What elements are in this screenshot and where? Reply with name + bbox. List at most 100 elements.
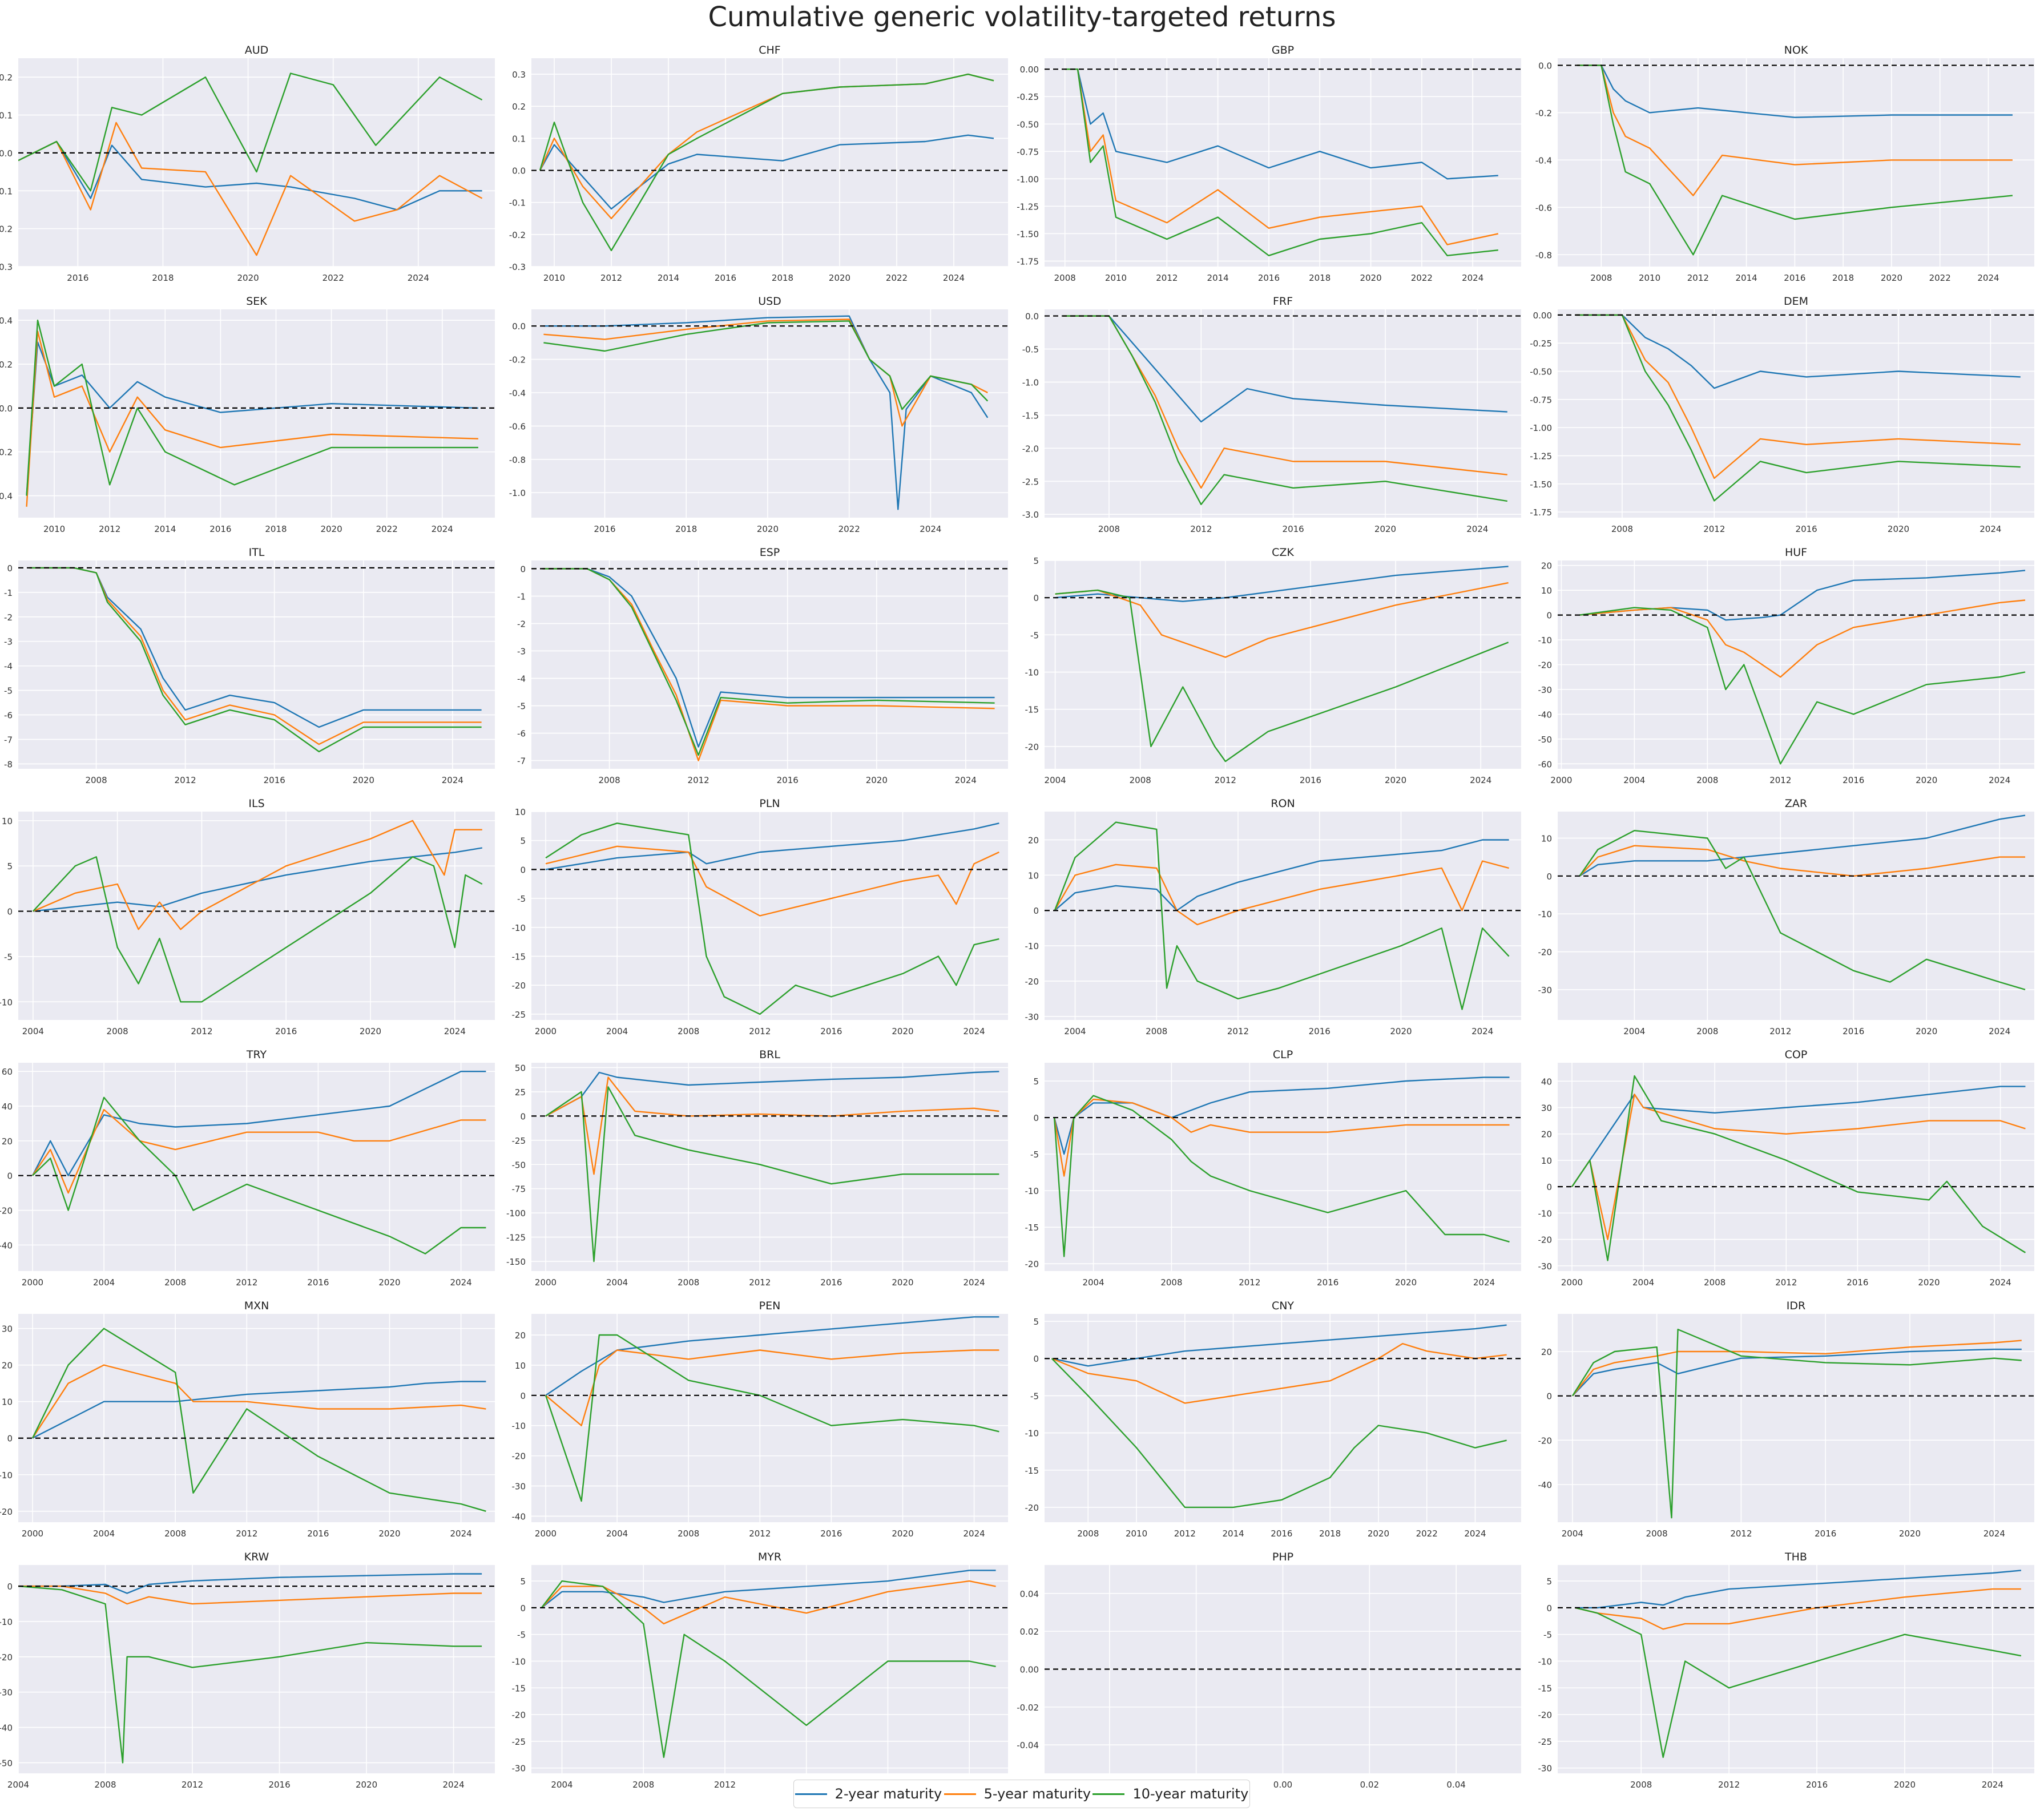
panel-itl: 0 -1 -2 -3 -4 -5 -6 -7 -8 2008 2012 2016 2020 2024 ITL — [4, 546, 495, 785]
panel-bg-clp — [1045, 1063, 1521, 1271]
xtick-label-usd: 2022 — [838, 524, 860, 534]
panel-huf: 20 10 0 -10 -20 -30 -40 -50 -60 2000 2004 2008 2012 2… — [1538, 546, 2034, 785]
xtick-label-pln: 2004 — [606, 1026, 628, 1036]
series-line-mxn-2y — [32, 1381, 486, 1439]
ytick-label-krw: -20 — [0, 1652, 13, 1663]
xtick-label-nok: 2014 — [1736, 273, 1757, 283]
panel-bg-myr — [531, 1565, 1008, 1773]
ytick-label-aud: -0.2 — [0, 224, 13, 235]
panel-dem: 0.00 -0.25 -0.50 -0.75 -1.00 -1.25 -1.50 -1.75 2… — [1530, 295, 2034, 534]
series-line-gbp-10y — [1065, 68, 1498, 256]
series-line-gbp-2y — [1065, 68, 1498, 180]
series-line-zar-5y — [1579, 845, 2025, 877]
panel-title-krw: KRW — [244, 1551, 269, 1563]
ytick-label-sek: 0.4 — [0, 316, 13, 326]
ytick-label-idr: -20 — [1538, 1435, 1553, 1446]
xtick-label-cny: 2024 — [1464, 1528, 1486, 1539]
ytick-label-idr: 20 — [1541, 1347, 1552, 1357]
panel-title-dem: DEM — [1784, 295, 1808, 308]
ytick-label-mxn: -10 — [0, 1470, 13, 1481]
xtick-label-itl: 2020 — [353, 775, 374, 785]
ytick-label-esp: -7 — [517, 756, 526, 767]
xtick-label-ils: 2012 — [191, 1026, 212, 1036]
ytick-label-thb: -20 — [1538, 1710, 1553, 1720]
ytick-label-usd: -1.0 — [509, 488, 526, 498]
series-line-cop-5y — [1571, 1094, 2026, 1240]
series-line-cny-10y — [1051, 1358, 1507, 1509]
xtick-label-cny: 2016 — [1271, 1528, 1292, 1539]
xtick-label-frf: 2008 — [1098, 524, 1120, 534]
ytick-label-gbp: -0.75 — [1017, 147, 1039, 157]
panel-title-ils: ILS — [248, 797, 264, 810]
ytick-label-brl: -150 — [506, 1257, 526, 1267]
xtick-label-krw: 2024 — [442, 1780, 464, 1790]
series-line-sek-10y — [26, 320, 478, 496]
ytick-label-frf: -2.5 — [1022, 477, 1039, 487]
xtick-label-ron: 2012 — [1227, 1026, 1249, 1036]
xtick-label-mxn: 2012 — [236, 1528, 257, 1539]
xtick-label-chf: 2018 — [772, 273, 793, 283]
ytick-label-mxn: 10 — [2, 1397, 13, 1407]
xtick-label-pln: 2016 — [820, 1026, 842, 1036]
ytick-label-esp: 0 — [520, 564, 526, 574]
ytick-label-cop: 0 — [1546, 1182, 1552, 1192]
xtick-label-cop: 2024 — [1989, 1277, 2011, 1288]
xtick-label-itl: 2008 — [85, 775, 107, 785]
series-line-pen-5y — [545, 1349, 999, 1426]
xtick-label-zar: 2016 — [1843, 1026, 1864, 1036]
panel-bg-ils — [18, 812, 495, 1020]
xtick-label-aud: 2020 — [237, 273, 259, 283]
ytick-label-clp: -20 — [1025, 1259, 1039, 1269]
ytick-label-esp: -5 — [517, 701, 526, 712]
xtick-label-ron: 2008 — [1146, 1026, 1167, 1036]
panel-bg-krw — [18, 1565, 495, 1773]
panel-title-frf: FRF — [1273, 295, 1293, 308]
xtick-label-myr: 2004 — [551, 1780, 573, 1790]
xtick-label-itl: 2024 — [442, 775, 463, 785]
xtick-label-huf: 2024 — [1989, 775, 2010, 785]
panel-cop: 40 30 20 10 0 -10 -20 -30 2000 2004 2008 2012 2016 20… — [1538, 1048, 2034, 1288]
panel-mxn: 30 20 10 0 -10 -20 2000 2004 2008 2012 2016 2020 202… — [0, 1300, 495, 1539]
panel-ils: 10 5 0 -5 -10 2004 2008 2012 2016 2020 2024 ILS — [0, 797, 495, 1036]
panel-bg-pln — [531, 812, 1008, 1020]
panel-try: 60 40 20 0 -20 -40 2000 2004 2008 2012 2016 2020 202… — [0, 1048, 495, 1288]
ytick-label-dem: -1.50 — [1530, 479, 1552, 490]
series-line-ron-2y — [1054, 839, 1509, 911]
xtick-label-pen: 2016 — [820, 1528, 842, 1539]
xtick-label-krw: 2020 — [356, 1780, 377, 1790]
xtick-label-brl: 2016 — [820, 1277, 842, 1288]
xtick-label-ils: 2024 — [444, 1026, 466, 1036]
xtick-label-sek: 2010 — [43, 524, 65, 534]
xtick-label-gbp: 2022 — [1411, 273, 1433, 283]
xtick-label-cop: 2016 — [1847, 1277, 1868, 1288]
ytick-label-huf: -40 — [1538, 709, 1553, 720]
series-line-pln-10y — [545, 822, 999, 1015]
xtick-label-pen: 2020 — [892, 1528, 913, 1539]
legend-swatch-5y — [944, 1793, 976, 1795]
series-line-esp-10y — [542, 568, 995, 756]
panel-title-gbp: GBP — [1272, 44, 1294, 57]
xtick-label-gbp: 2012 — [1156, 273, 1178, 283]
ytick-label-ils: 10 — [2, 816, 13, 826]
xtick-label-nok: 2018 — [1832, 273, 1854, 283]
panel-frf: 0.0 -0.5 -1.0 -1.5 -2.0 -2.5 -3.0 2008 2012 2016 2… — [1022, 295, 1521, 534]
legend-label-10y: 10-year maturity — [1132, 1786, 1249, 1802]
xtick-label-aud: 2024 — [408, 273, 429, 283]
ytick-label-huf: 10 — [1541, 586, 1552, 596]
panel-chf: 0.3 0.2 0.1 0.0 -0.1 -0.2 -0.3 2010 2012 2014 2016… — [509, 44, 1008, 283]
xtick-label-pen: 2008 — [678, 1528, 699, 1539]
ytick-label-idr: -40 — [1538, 1480, 1553, 1490]
xtick-label-pen: 2024 — [963, 1528, 985, 1539]
series-line-try-10y — [32, 1096, 486, 1255]
xtick-label-ron: 2020 — [1390, 1026, 1412, 1036]
ytick-label-chf: 0.2 — [512, 102, 526, 112]
ytick-label-dem: -0.50 — [1530, 367, 1552, 377]
ytick-label-esp: -1 — [517, 591, 526, 602]
xtick-label-brl: 2020 — [892, 1277, 913, 1288]
ytick-label-chf: 0.3 — [512, 70, 526, 80]
panel-clp: 5 0 -5 -10 -15 -20 2004 2008 2012 2016 2020 2024 CLP — [1025, 1048, 1521, 1288]
panel-title-ron: RON — [1271, 797, 1295, 810]
ytick-label-dem: -0.75 — [1530, 395, 1552, 405]
xtick-label-zar: 2024 — [1989, 1026, 2010, 1036]
xtick-label-pln: 2008 — [678, 1026, 699, 1036]
